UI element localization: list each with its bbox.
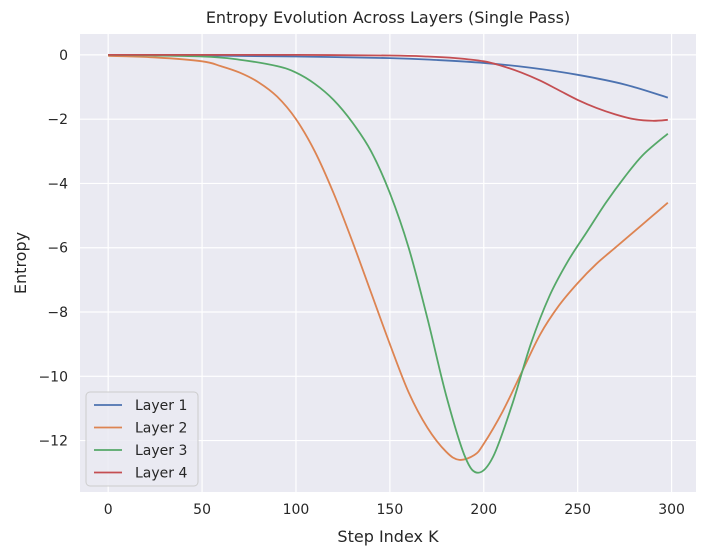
y-tick-label: −12 bbox=[38, 434, 68, 450]
legend-box bbox=[85, 391, 199, 487]
y-tick-label: −2 bbox=[47, 112, 68, 128]
chart-title: Entropy Evolution Across Layers (Single … bbox=[206, 8, 570, 27]
x-tick-label: 250 bbox=[564, 502, 591, 518]
series-line-layer-3 bbox=[108, 53, 669, 474]
legend-label: Layer 2 bbox=[135, 421, 187, 437]
x-tick-label: 200 bbox=[470, 502, 497, 518]
x-tick-label: 50 bbox=[193, 502, 211, 518]
y-tick-label: −6 bbox=[47, 241, 68, 257]
series-line-layer-4 bbox=[108, 53, 668, 122]
y-tick-labels: 0 −2 −4 −6 −8 −10 −12 bbox=[38, 48, 68, 450]
legend: Layer 1 Layer 2 Layer 3 Layer 4 bbox=[85, 391, 199, 487]
y-tick-label: −10 bbox=[38, 369, 68, 385]
series-line-layer-2 bbox=[108, 54, 669, 461]
series-group bbox=[108, 53, 669, 474]
y-tick-label: −4 bbox=[47, 176, 68, 192]
y-axis-label: Entropy bbox=[11, 232, 30, 294]
legend-label: Layer 4 bbox=[135, 466, 187, 482]
legend-label: Layer 1 bbox=[135, 398, 187, 414]
legend-label: Layer 3 bbox=[135, 443, 187, 459]
y-tick-label: 0 bbox=[59, 48, 68, 64]
x-tick-label: 0 bbox=[104, 502, 113, 518]
x-axis-label: Step Index K bbox=[337, 527, 439, 546]
x-tick-label: 150 bbox=[377, 502, 404, 518]
x-tick-label: 100 bbox=[283, 502, 310, 518]
x-tick-label: 300 bbox=[658, 502, 685, 518]
x-tick-labels: 0 50 100 150 200 250 300 bbox=[104, 502, 685, 518]
y-tick-label: −8 bbox=[47, 305, 68, 321]
